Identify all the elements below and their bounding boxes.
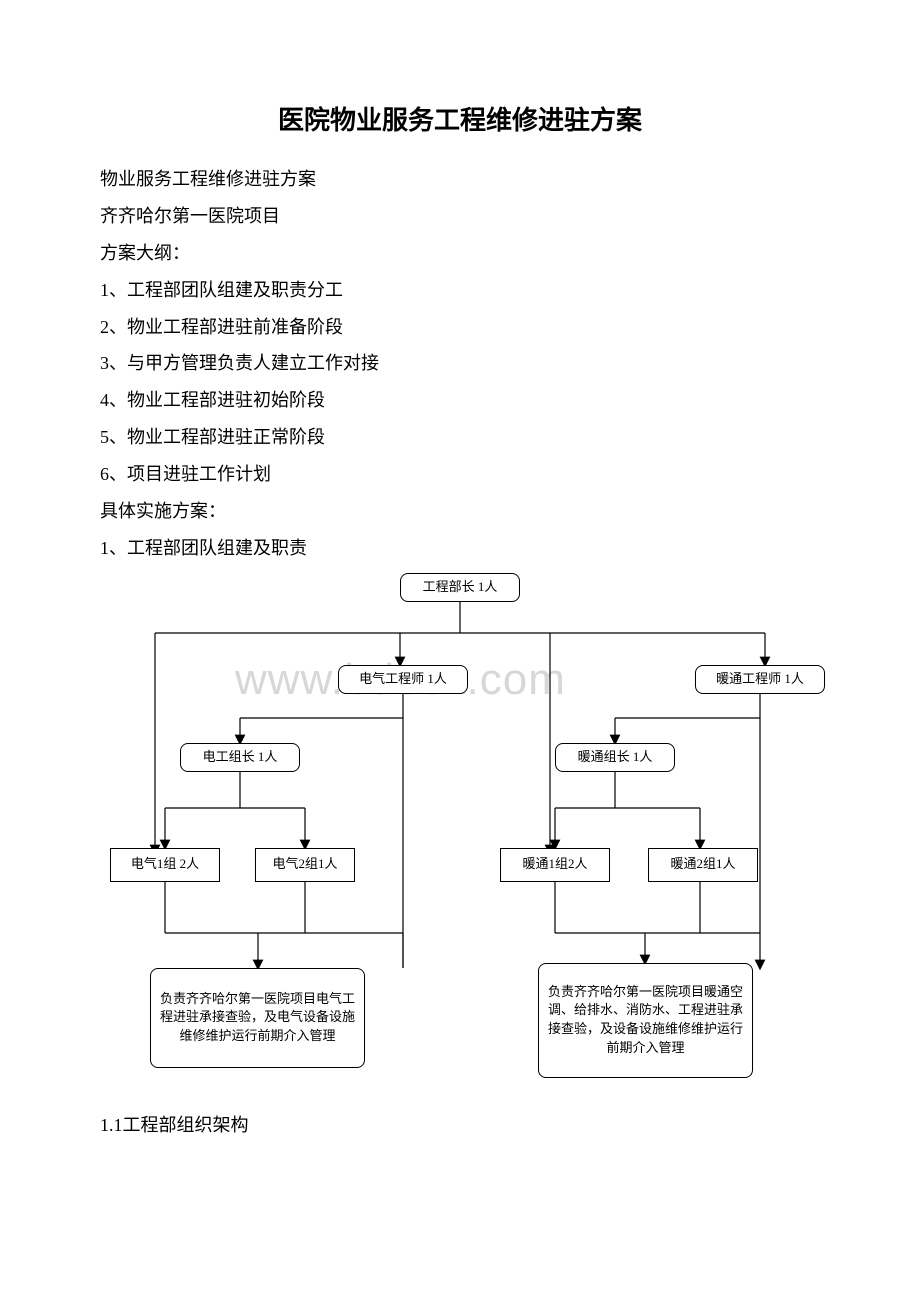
org-node-hvacLead: 暖通组长 1人 — [555, 743, 675, 772]
org-node-hvac1: 暖通1组2人 — [500, 848, 610, 882]
org-node-hvacEng: 暖通工程师 1人 — [695, 665, 825, 694]
footer-line: 1.1工程部组织架构 — [100, 1111, 820, 1137]
org-node-hvac2: 暖通2组1人 — [648, 848, 758, 882]
text-line-6: 3、与甲方管理负责人建立工作对接 — [100, 345, 820, 382]
org-node-elecLead: 电工组长 1人 — [180, 743, 300, 772]
org-node-elec2: 电气2组1人 — [255, 848, 355, 882]
text-line-10: 具体实施方案： — [100, 493, 820, 530]
text-line-4: 1、工程部团队组建及职责分工 — [100, 272, 820, 309]
org-node-elec1: 电气1组 2人 — [110, 848, 220, 882]
text-line-5: 2、物业工程部进驻前准备阶段 — [100, 309, 820, 346]
org-node-descR: 负责齐齐哈尔第一医院项目暖通空调、给排水、消防水、工程进驻承接查验，及设备设施维… — [538, 963, 753, 1078]
text-line-11: 1、工程部团队组建及职责 — [100, 530, 820, 567]
org-node-elecEng: 电气工程师 1人 — [338, 665, 468, 694]
text-line-8: 5、物业工程部进驻正常阶段 — [100, 419, 820, 456]
text-line-3: 方案大纲： — [100, 235, 820, 272]
org-node-root: 工程部长 1人 — [400, 573, 520, 602]
text-line-9: 6、项目进驻工作计划 — [100, 456, 820, 493]
text-line-1: 物业服务工程维修进驻方案 — [100, 161, 820, 198]
text-line-7: 4、物业工程部进驻初始阶段 — [100, 382, 820, 419]
page-title: 医院物业服务工程维修进驻方案 — [100, 100, 820, 137]
org-node-descL: 负责齐齐哈尔第一医院项目电气工程进驻承接查验，及电气设备设施维修维护运行前期介入… — [150, 968, 365, 1068]
text-line-2: 齐齐哈尔第一医院项目 — [100, 198, 820, 235]
org-chart: 工程部长 1人电气工程师 1人暖通工程师 1人电工组长 1人暖通组长 1人电气1… — [100, 573, 820, 1103]
